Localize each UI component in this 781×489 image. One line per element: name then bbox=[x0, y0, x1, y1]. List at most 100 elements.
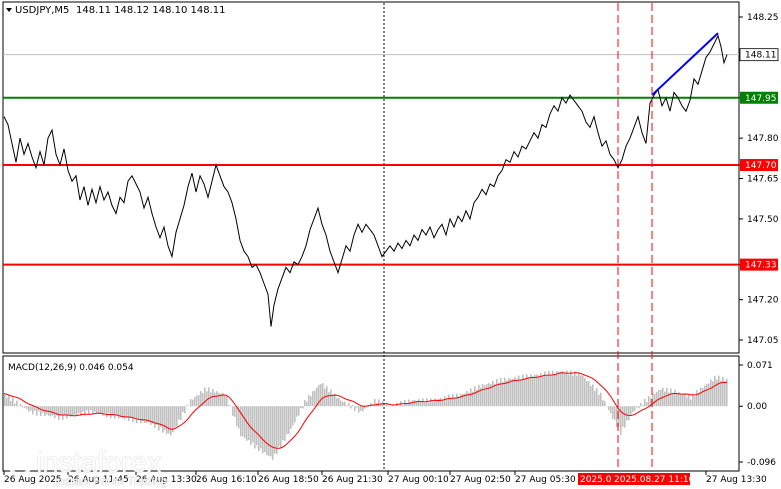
triangle-down-icon[interactable] bbox=[6, 8, 12, 12]
macd-bar bbox=[406, 403, 408, 407]
macd-bar bbox=[606, 406, 608, 407]
macd-bar bbox=[146, 406, 148, 423]
time-tick-label: 27 Aug 05:30 bbox=[515, 475, 576, 485]
macd-bar bbox=[344, 401, 346, 407]
macd-bar bbox=[22, 406, 24, 408]
macd-bar bbox=[514, 377, 516, 407]
macd-bar bbox=[228, 404, 230, 407]
price-panel[interactable] bbox=[2, 1, 740, 354]
macd-bar bbox=[210, 392, 212, 407]
macd-bar bbox=[204, 387, 206, 407]
macd-bar bbox=[338, 397, 340, 407]
macd-bar bbox=[240, 406, 242, 437]
macd-bar bbox=[182, 406, 184, 413]
macd-bar bbox=[686, 397, 688, 407]
macd-bar bbox=[724, 380, 726, 407]
macd-bar bbox=[590, 386, 592, 407]
macd-bar bbox=[16, 400, 18, 407]
time-tick-label: 26 Aug 2025 bbox=[4, 475, 62, 485]
macd-bar bbox=[462, 393, 464, 407]
macd-bar bbox=[560, 371, 562, 407]
macd-bar bbox=[656, 391, 658, 407]
macd-bar bbox=[304, 400, 306, 407]
level-price-box bbox=[740, 258, 778, 271]
macd-bar bbox=[184, 406, 186, 414]
time-tick-label: 26 Aug 11:45 bbox=[68, 475, 129, 485]
macd-bar bbox=[8, 395, 10, 407]
macd-bar bbox=[54, 406, 56, 419]
macd-tick-label: -0.096 bbox=[747, 458, 776, 468]
macd-bar bbox=[330, 389, 332, 407]
macd-bar bbox=[298, 406, 300, 416]
macd-bar bbox=[518, 375, 520, 407]
macd-bar bbox=[232, 406, 234, 416]
macd-bar bbox=[368, 406, 370, 407]
macd-bar bbox=[94, 406, 96, 412]
macd-bar bbox=[642, 405, 644, 407]
macd-bar bbox=[676, 393, 678, 407]
macd-bar bbox=[524, 378, 526, 407]
macd-bar bbox=[552, 370, 554, 407]
macd-bar bbox=[520, 379, 522, 407]
macd-bar bbox=[574, 371, 576, 407]
macd-bar bbox=[392, 404, 394, 407]
macd-bar bbox=[190, 399, 192, 407]
macd-bar bbox=[254, 406, 256, 449]
macd-bar bbox=[322, 383, 324, 407]
macd-bar bbox=[510, 378, 512, 407]
macd-bar bbox=[328, 392, 330, 407]
macd-signal-line bbox=[3, 372, 727, 449]
macd-bar bbox=[506, 380, 508, 407]
macd-bar bbox=[358, 406, 360, 413]
macd-bar bbox=[464, 393, 466, 407]
macd-bar bbox=[556, 371, 558, 407]
macd-bar bbox=[82, 406, 84, 412]
macd-bar bbox=[530, 374, 532, 407]
macd-bar bbox=[196, 395, 198, 407]
macd-bar bbox=[598, 394, 600, 407]
macd-bar bbox=[194, 397, 196, 407]
level-price-label: 147.95 bbox=[745, 94, 777, 104]
macd-bar bbox=[570, 370, 572, 407]
macd-bar bbox=[410, 401, 412, 407]
macd-bar bbox=[536, 374, 538, 407]
trend-line[interactable] bbox=[651, 32, 719, 96]
macd-bar bbox=[238, 406, 240, 429]
macd-bar bbox=[380, 404, 382, 407]
macd-bar bbox=[564, 373, 566, 407]
macd-bar bbox=[336, 398, 338, 407]
macd-bar bbox=[486, 384, 488, 407]
macd-bar bbox=[288, 406, 290, 434]
macd-bar bbox=[720, 380, 722, 407]
macd-bar bbox=[674, 389, 676, 407]
macd-bar bbox=[32, 406, 34, 415]
macd-bar bbox=[364, 406, 366, 409]
macd-bar bbox=[446, 399, 448, 407]
macd-bar bbox=[502, 381, 504, 407]
macd-bar bbox=[678, 392, 680, 407]
macd-bar bbox=[318, 384, 320, 407]
macd-bar bbox=[332, 395, 334, 407]
macd-tick-label: 0.071 bbox=[747, 361, 773, 371]
macd-bar bbox=[266, 406, 268, 455]
vertical-markers[interactable] bbox=[617, 3, 653, 470]
macd-bar bbox=[402, 405, 404, 407]
macd-bar bbox=[492, 380, 494, 407]
macd-bar bbox=[290, 406, 292, 429]
macd-bar bbox=[96, 406, 98, 414]
macd-bar bbox=[460, 394, 462, 407]
macd-bar bbox=[482, 384, 484, 407]
macd-bar bbox=[148, 406, 150, 423]
macd-bar bbox=[488, 383, 490, 407]
macd-bar bbox=[472, 391, 474, 407]
macd-bar bbox=[292, 406, 294, 426]
time-tick-label: 26 Aug 16:10 bbox=[196, 475, 257, 485]
macd-bar bbox=[162, 406, 164, 433]
macd-bar bbox=[420, 402, 422, 407]
macd-bar bbox=[704, 385, 706, 407]
macd-bar bbox=[220, 393, 222, 407]
macd-bar bbox=[334, 393, 336, 407]
macd-bar bbox=[34, 406, 36, 411]
macd-bar bbox=[314, 390, 316, 407]
